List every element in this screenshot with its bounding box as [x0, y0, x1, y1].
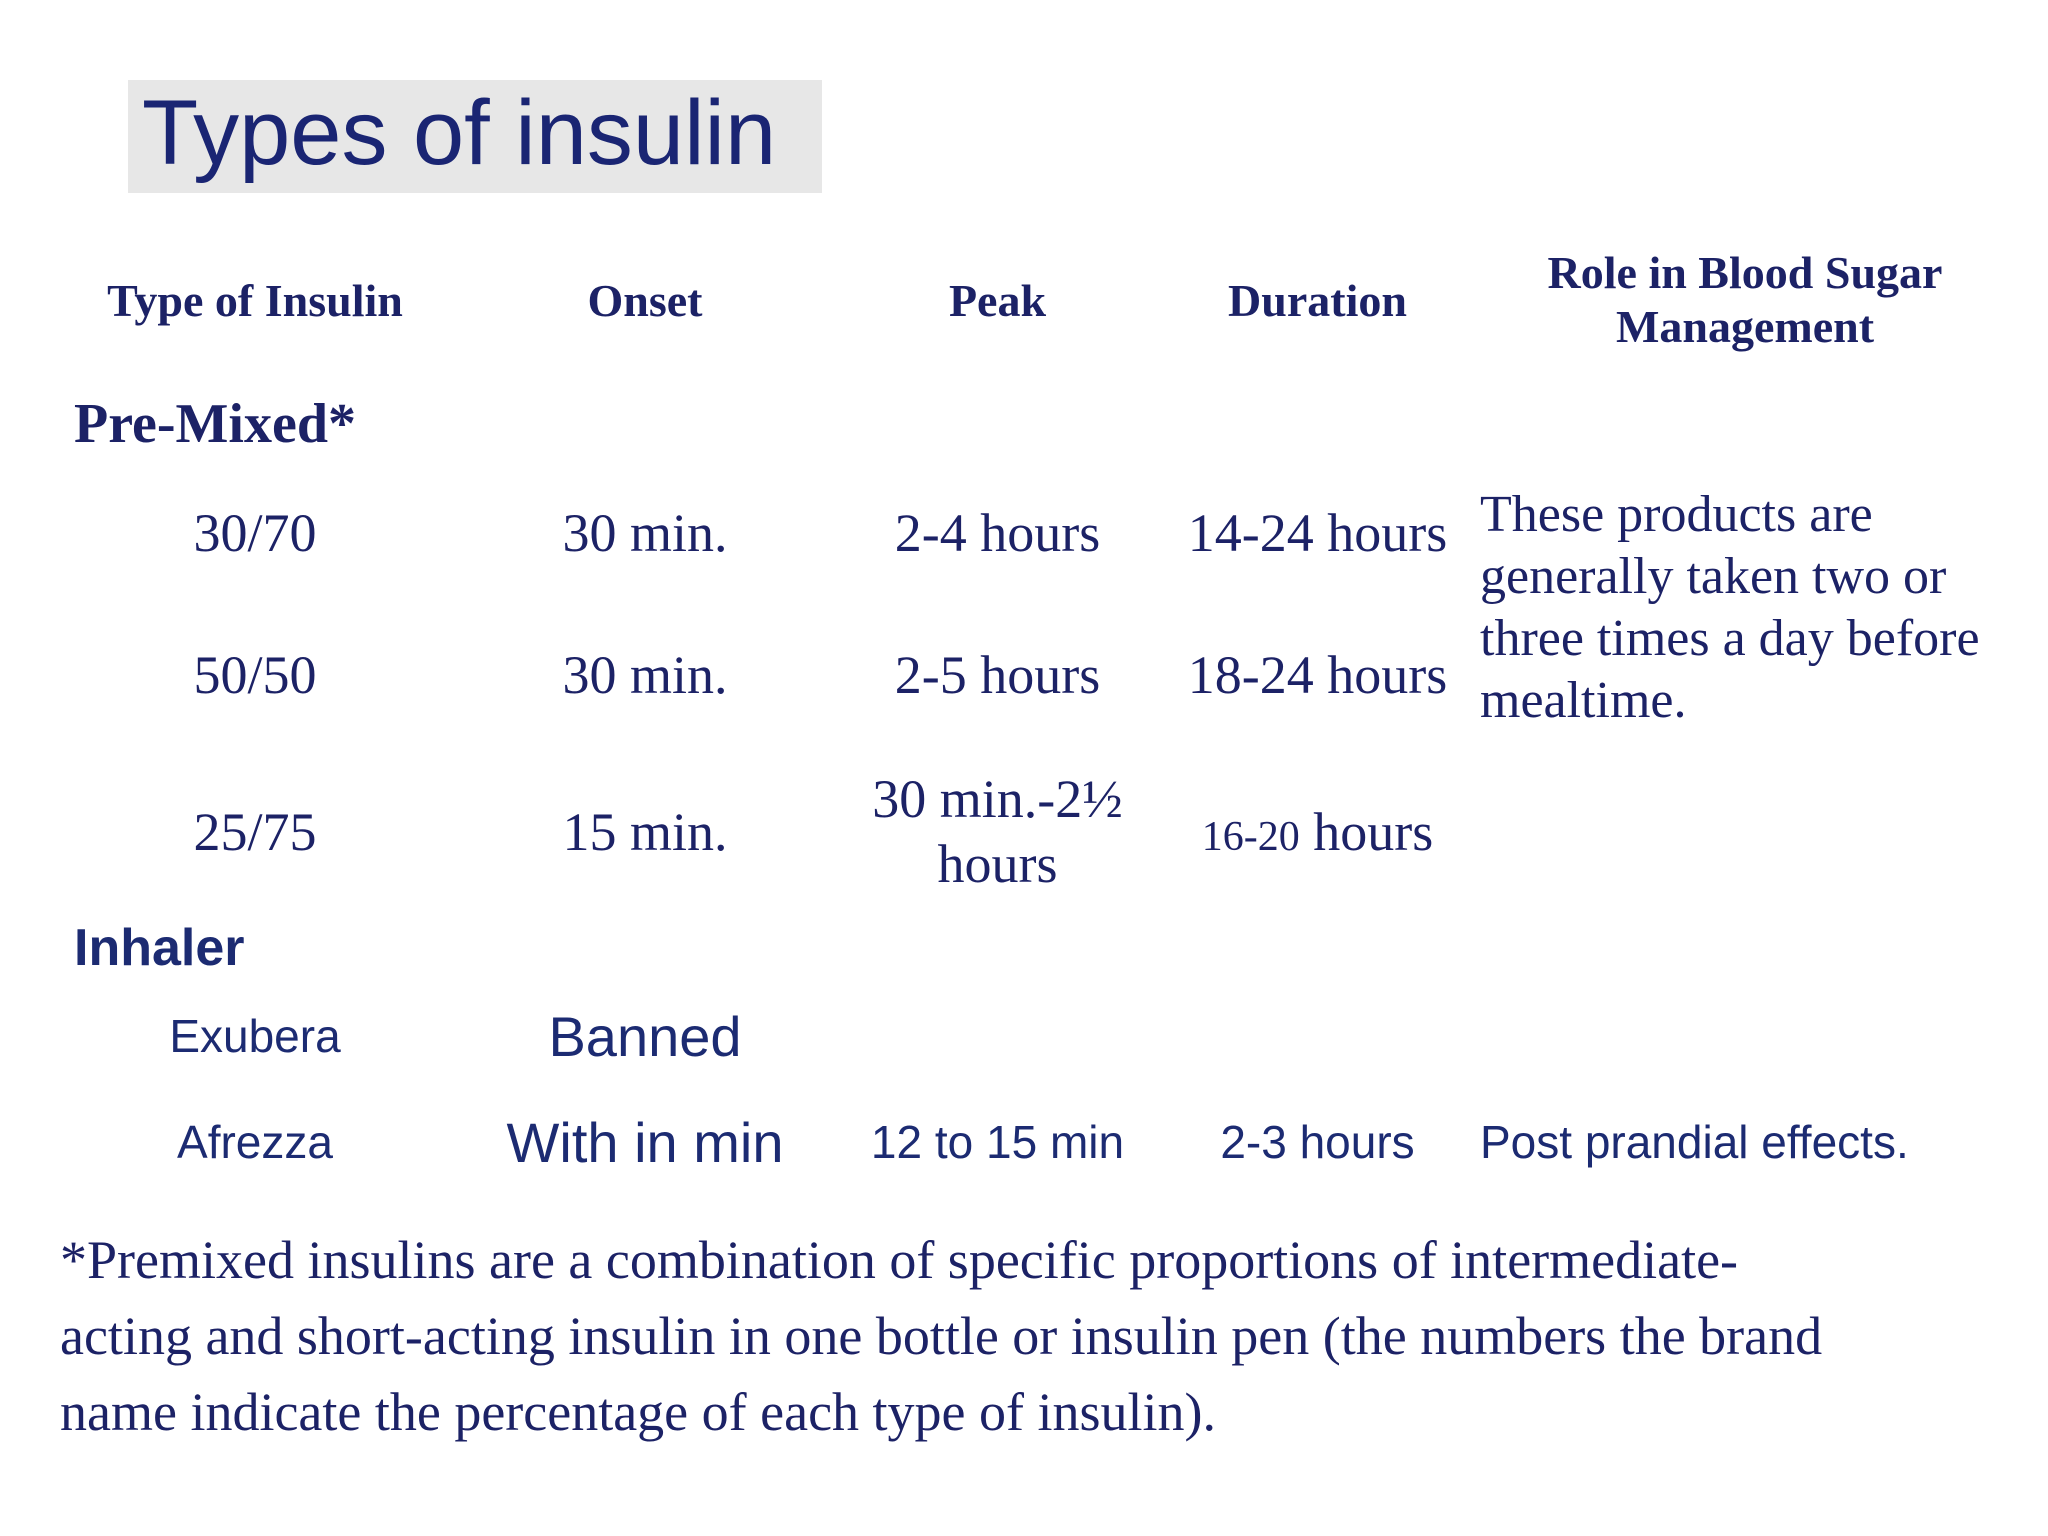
section-label-inhaler: Inhaler — [74, 919, 245, 977]
column-header-role: Role in Blood Sugar Management — [1547, 246, 1943, 352]
footnote-line-2: acting and short-acting insulin in one b… — [60, 1306, 1823, 1366]
cell-peak-50-50: 2-5 hours — [894, 645, 1101, 705]
cell-duration-50-50: 18-24 hours — [1187, 645, 1448, 705]
page-title: Types of insulin — [128, 80, 823, 193]
footnote-line-3: name indicate the percentage of each typ… — [60, 1382, 1216, 1442]
cell-role-afrezza: Post prandial effects. — [1480, 1116, 1909, 1168]
cell-onset-exubera: Banned — [548, 1004, 742, 1068]
cell-duration-25-75: 16-20 hours — [1155, 801, 1480, 863]
cell-type-afrezza: Afrezza — [177, 1116, 333, 1168]
cell-peak-afrezza: 12 to 15 min — [870, 1116, 1125, 1168]
cell-onset-25-75: 15 min. — [562, 802, 728, 862]
cell-type-25-75: 25/75 — [193, 802, 317, 862]
footnote-line-1: *Premixed insulins are a combination of … — [60, 1230, 1739, 1290]
page-title-text: Types of insulin — [142, 82, 777, 184]
cell-type-exubera: Exubera — [169, 1010, 341, 1062]
column-header-duration: Duration — [1228, 274, 1407, 326]
column-header-peak: Peak — [948, 274, 1047, 326]
duration-range-text: 16-20 — [1201, 814, 1300, 860]
cell-onset-afrezza: With in min — [506, 1110, 784, 1174]
footnote: *Premixed insulins are a combination of … — [60, 1222, 2030, 1450]
cell-duration-afrezza: 2-3 hours — [1220, 1116, 1415, 1168]
column-header-onset: Onset — [587, 274, 703, 326]
table-row-exubera: Exubera Banned — [60, 992, 2010, 1080]
cell-type-30-70: 30/70 — [193, 503, 317, 563]
cell-duration-30-70: 14-24 hours — [1187, 503, 1448, 563]
section-label-premixed: Pre-Mixed* — [74, 393, 356, 455]
cell-type-50-50: 50/50 — [193, 645, 317, 705]
table-row-50-50: 50/50 30 min. 2-5 hours 18-24 hours — [60, 622, 2010, 728]
table-header-row: Type of Insulin Onset Peak Duration Role… — [60, 238, 2010, 362]
table-row-25-75: 25/75 15 min. 30 min.-2½ hours 16-20 hou… — [60, 762, 2010, 902]
column-header-type: Type of Insulin — [107, 274, 403, 326]
cell-onset-50-50: 30 min. — [562, 645, 728, 705]
cell-onset-30-70: 30 min. — [562, 503, 728, 563]
cell-peak-25-75: 30 min.-2½ hours — [872, 769, 1123, 894]
cell-peak-30-70: 2-4 hours — [894, 503, 1101, 563]
premixed-role-note: These products are generally taken two o… — [1480, 486, 1980, 729]
table-row-afrezza: Afrezza With in min 12 to 15 min 2-3 hou… — [60, 1098, 2010, 1186]
duration-unit-text: hours — [1313, 802, 1434, 862]
table-row-30-70: 30/70 30 min. 2-4 hours 14-24 hours — [60, 480, 2010, 586]
